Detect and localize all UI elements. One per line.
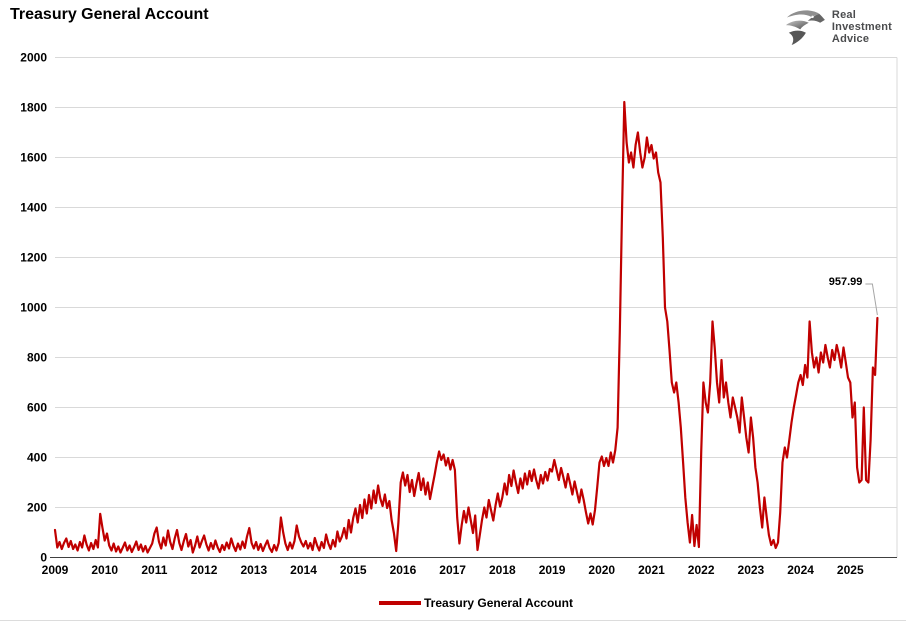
y-tick-label: 1000 [20, 301, 47, 315]
x-tick-label: 2019 [539, 563, 566, 577]
y-tick-label: 2000 [20, 51, 47, 65]
tga-line-series [53, 100, 879, 554]
callout-leader-line [865, 283, 878, 316]
logo-line-investment: Investment [831, 21, 892, 33]
y-tick-label: 1600 [20, 151, 47, 165]
x-tick-label: 2010 [91, 563, 118, 577]
x-tick-label: 2022 [688, 563, 715, 577]
chart-bottom-border [0, 620, 906, 621]
chart-canvas: 0 200 400 600 800 1000 1200 1400 1600 1800 2000 200… [20, 51, 898, 577]
y-tick-label: 1400 [20, 201, 47, 215]
x-tick-label: 2024 [787, 563, 814, 577]
x-tick-label: 2014 [290, 563, 317, 577]
legend-line-marker [379, 601, 422, 605]
y-tick-label: 800 [27, 351, 47, 365]
x-tick-label: 2015 [340, 563, 367, 577]
brand-wordmark: Real Investment Advice [832, 9, 892, 45]
x-tick-label: 2009 [42, 563, 69, 577]
legend-series-label: Treasury General Account [424, 596, 573, 610]
eagle-icon [785, 10, 825, 46]
x-tick-label: 2011 [141, 563, 167, 577]
brand-logo: Real Investment Advice [783, 8, 892, 46]
logo-line-advice: Advice [831, 33, 870, 45]
y-tick-label: 1800 [20, 101, 47, 115]
last-value-label: 957.99 [828, 276, 863, 288]
logo-line-real: Real [831, 9, 856, 21]
y-tick-label: 200 [27, 501, 47, 515]
x-tick-label: 2021 [638, 563, 665, 577]
x-tick-label: 2025 [837, 563, 864, 577]
x-tick-label: 2016 [390, 563, 417, 577]
x-tick-label: 2017 [439, 563, 466, 577]
x-tick-label: 2018 [489, 563, 516, 577]
y-tick-label: 600 [27, 401, 47, 415]
chart-legend: Treasury General Account [55, 596, 897, 610]
y-tick-label: 400 [27, 451, 47, 465]
chart-title: Treasury General Account [10, 6, 209, 23]
y-tick-label: 0 [40, 551, 47, 565]
x-tick-label: 2013 [240, 563, 267, 577]
x-tick-label: 2012 [191, 563, 218, 577]
y-tick-label: 1200 [20, 251, 47, 265]
x-tick-label: 2023 [738, 563, 765, 577]
x-tick-label: 2020 [588, 563, 615, 577]
